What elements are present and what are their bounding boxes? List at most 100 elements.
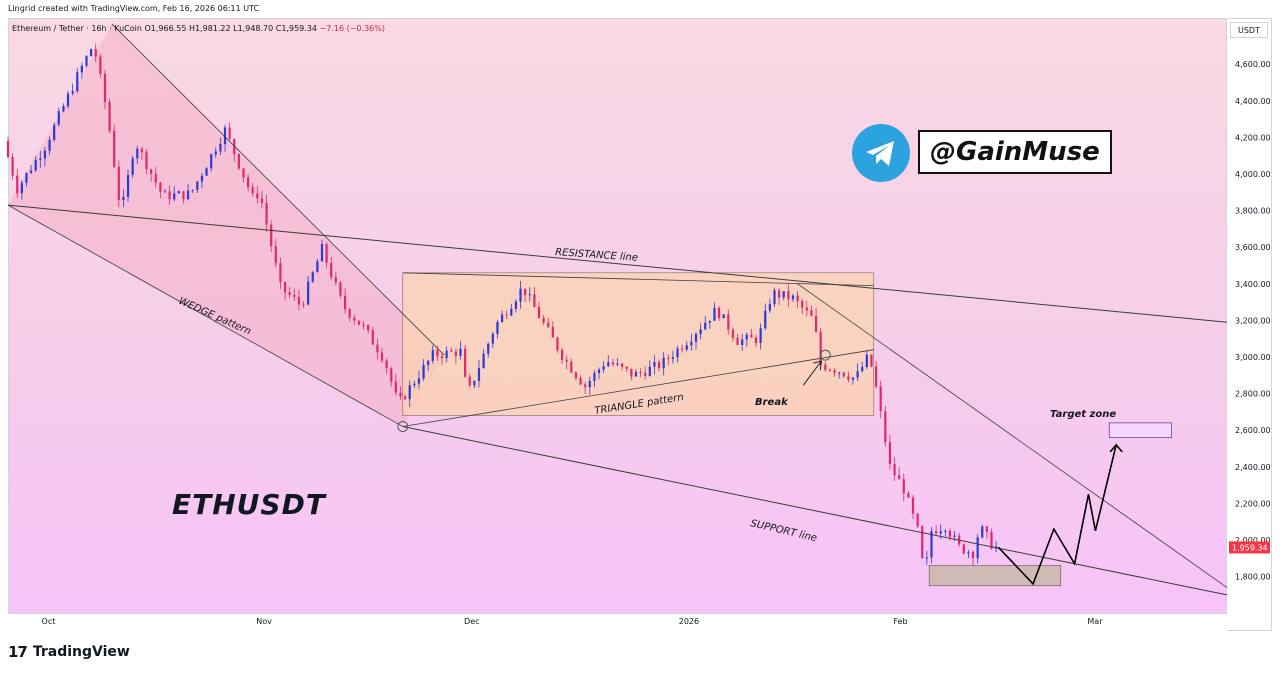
candle-body xyxy=(265,202,268,225)
candle-body xyxy=(782,291,785,298)
candle-body xyxy=(694,334,698,342)
footer-brand[interactable]: 17 TradingView xyxy=(8,643,130,661)
candle-body xyxy=(967,552,970,554)
tradingview-logo-icon: 17 xyxy=(8,643,28,661)
candle-body xyxy=(824,364,827,370)
candle-body xyxy=(902,479,905,494)
candle-body xyxy=(814,315,818,332)
candle-body xyxy=(71,91,74,94)
price-tick-label: 2,600.00 xyxy=(1235,426,1271,435)
candle-body xyxy=(921,526,924,559)
candle-body xyxy=(925,557,928,559)
chart-title: ETHUSDT xyxy=(172,488,326,521)
candle-body xyxy=(99,56,102,74)
price-tick-label: 2,400.00 xyxy=(1235,463,1271,472)
current-price-label: 1,959.34 xyxy=(1232,543,1268,552)
candle-body xyxy=(754,337,758,343)
wedge-lower-line[interactable] xyxy=(7,204,403,427)
candle-body xyxy=(879,386,882,412)
candle-body xyxy=(556,337,559,351)
candle-body xyxy=(828,369,832,371)
candle-body xyxy=(607,362,610,367)
change-value: −7.16 (−0.36%) xyxy=(319,24,385,33)
candle-body xyxy=(741,339,744,346)
candle-body xyxy=(34,159,37,171)
candle-body xyxy=(639,371,642,373)
candle-body xyxy=(482,353,485,369)
price-tick-label: 4,000.00 xyxy=(1235,170,1271,179)
candle-body xyxy=(343,295,347,310)
currency-unit[interactable]: USDT xyxy=(1230,22,1268,38)
pivot-circle xyxy=(397,421,409,433)
support-label: SUPPORT line xyxy=(749,518,818,544)
candle-body xyxy=(750,334,753,338)
candle-body xyxy=(205,168,208,176)
wedge-upper-line[interactable] xyxy=(111,23,445,356)
chart-credit: Lingrid created with TradingView.com, Fe… xyxy=(8,4,260,13)
candle-body xyxy=(320,243,324,262)
candle-body xyxy=(893,464,896,476)
candle-body xyxy=(819,331,822,365)
candle-body xyxy=(616,363,619,365)
candle-body xyxy=(953,535,956,537)
candle-body xyxy=(962,544,965,554)
candle-body xyxy=(403,396,407,400)
candle-body xyxy=(376,344,379,353)
candle-body xyxy=(145,152,148,170)
low-value: L1,948.70 xyxy=(233,24,274,33)
candle-body xyxy=(219,144,222,152)
price-tick-label: 3,000.00 xyxy=(1235,353,1271,362)
candle-body xyxy=(25,172,28,183)
candle-body xyxy=(228,127,231,139)
candle-body xyxy=(233,138,236,155)
resistance-line[interactable] xyxy=(7,204,1228,323)
time-axis[interactable] xyxy=(8,613,1227,632)
price-axis[interactable] xyxy=(1227,18,1272,631)
candle-body xyxy=(939,531,942,534)
candle-body xyxy=(496,321,499,334)
candle-body xyxy=(390,368,393,382)
candle-body xyxy=(681,348,684,350)
candle-body xyxy=(671,357,675,359)
candle-body xyxy=(182,191,185,200)
candle-body xyxy=(510,308,513,316)
candle-body xyxy=(57,111,60,125)
candle-body xyxy=(247,177,250,188)
candle-body xyxy=(454,351,457,357)
candle-body xyxy=(773,290,776,305)
support-line[interactable] xyxy=(402,426,1228,596)
candle-body xyxy=(196,181,199,190)
candle-body xyxy=(861,367,864,372)
target-zone-label: Target zone xyxy=(1050,409,1116,420)
candle-body xyxy=(676,348,679,358)
candle-body xyxy=(560,350,564,360)
candle-body xyxy=(150,169,153,174)
candle-body xyxy=(588,381,591,388)
triangle-lower-line[interactable] xyxy=(402,349,874,427)
candle-body xyxy=(570,361,573,373)
telegram-badge: @GainMuse xyxy=(852,122,1112,184)
candle-body xyxy=(154,173,157,183)
candle-body xyxy=(533,294,536,308)
candle-body xyxy=(311,272,314,282)
candle-body xyxy=(122,196,125,201)
candle-body xyxy=(168,191,171,200)
candle-body xyxy=(699,329,702,335)
candle-body xyxy=(464,348,467,377)
channel-upper-line[interactable] xyxy=(797,283,1228,588)
candle-body xyxy=(657,361,661,369)
candle-body xyxy=(667,357,670,359)
candle-body xyxy=(916,513,919,527)
candle-body xyxy=(898,475,901,480)
symbol-legend[interactable]: Ethereum / Tether · 16h · KuCoin O1,966.… xyxy=(12,24,385,33)
candle-body xyxy=(113,130,116,167)
candle-body xyxy=(431,350,434,361)
triangle-upper-line[interactable] xyxy=(402,272,874,287)
candle-body xyxy=(417,378,421,384)
candle-body xyxy=(593,373,596,382)
brand-name: TradingView xyxy=(32,644,130,660)
candle-body xyxy=(791,295,795,300)
candle-body xyxy=(11,157,14,176)
candle-body xyxy=(524,288,527,296)
candle-body xyxy=(136,148,139,159)
